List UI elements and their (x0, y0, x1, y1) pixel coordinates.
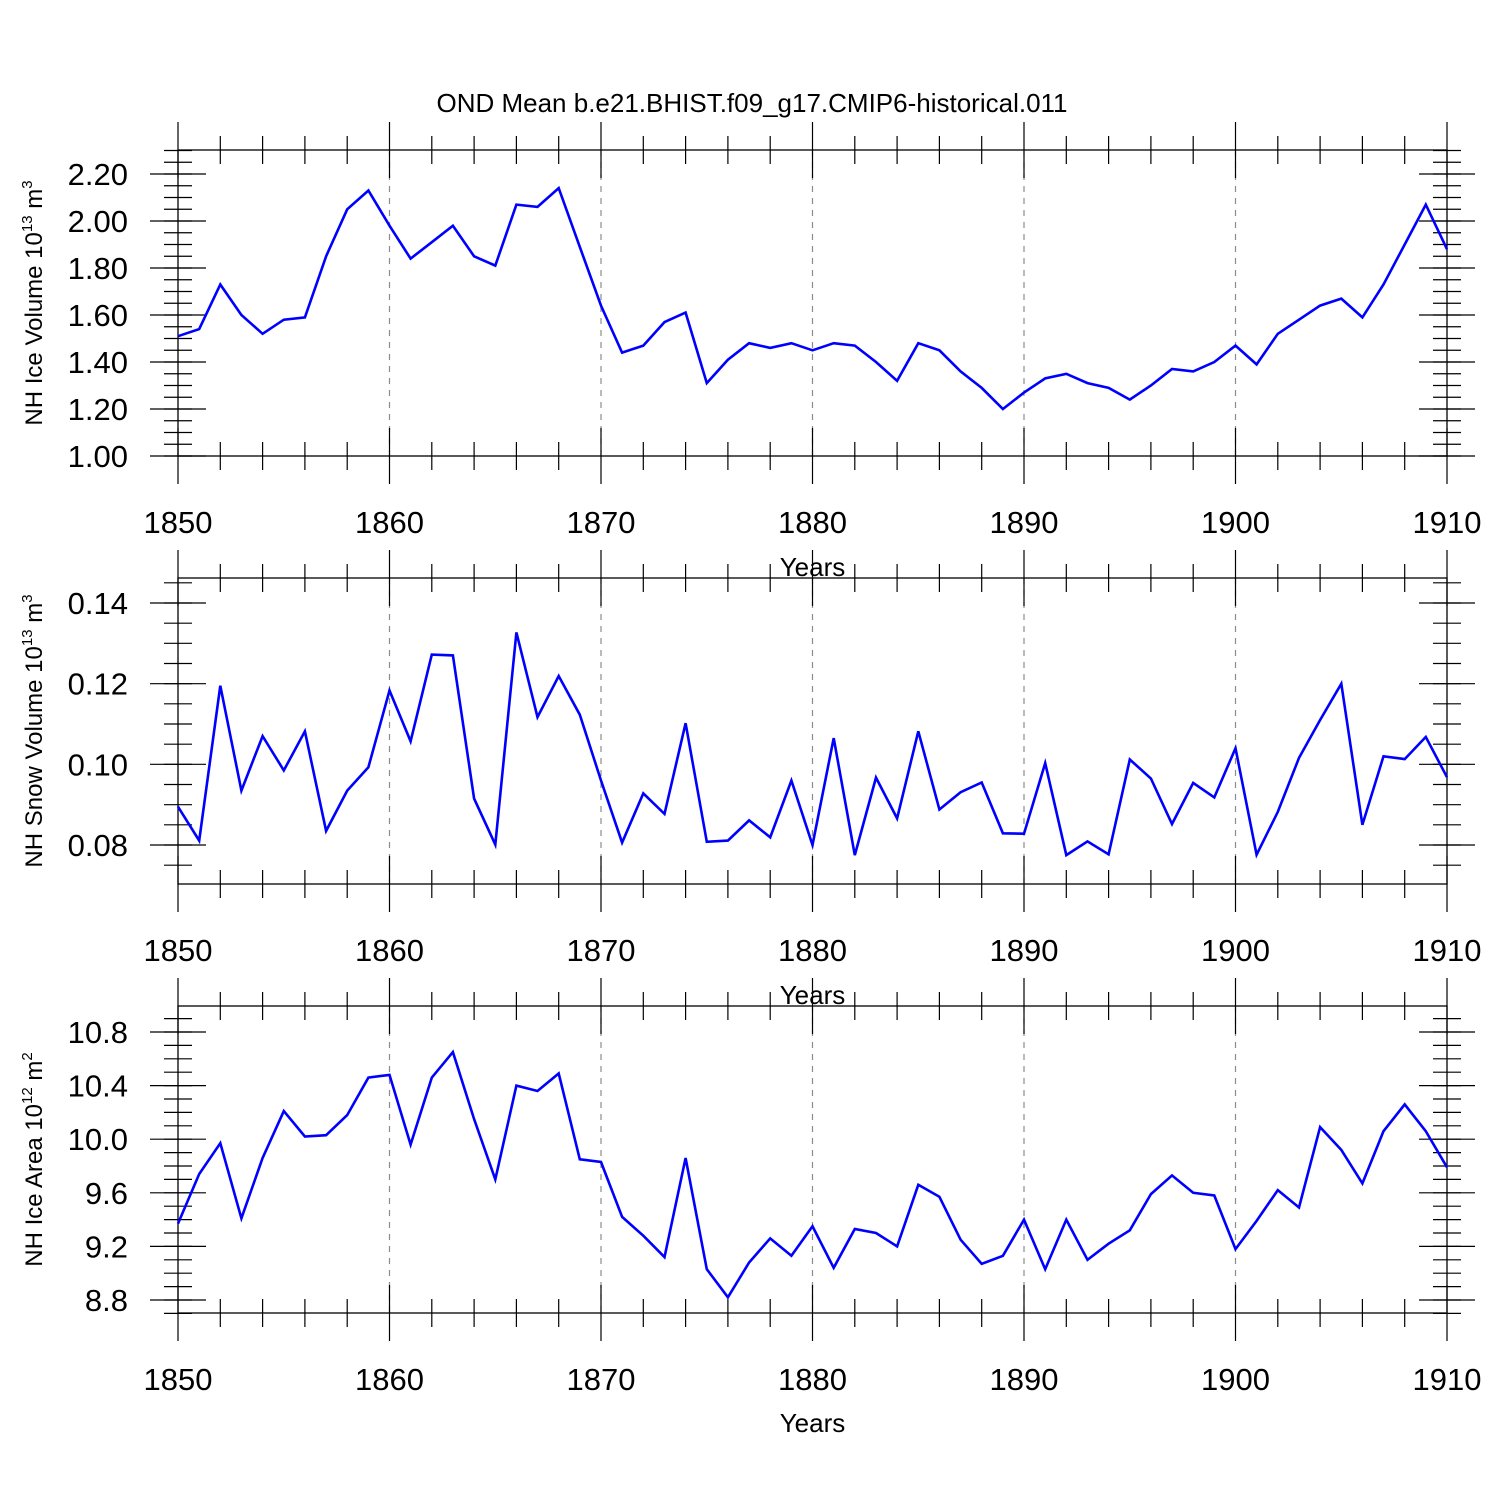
y-axis-label: NH Ice Volume 1013 m3 (19, 180, 48, 425)
x-tick-label: 1870 (567, 505, 636, 540)
y-label-main: NH Snow Volume 10 (21, 646, 48, 867)
series-line-snow-volume (176, 632, 1449, 859)
y-tick-label: 1.00 (68, 439, 128, 474)
x-tick-label: 1900 (1201, 505, 1270, 540)
x-tick-label: 1860 (355, 933, 424, 968)
series-line-ice-volume (177, 185, 1449, 411)
y-axis-label: NH Snow Volume 1013 m3 (19, 594, 48, 867)
y-tick-label: 0.10 (68, 747, 128, 782)
y-tick-label: 0.14 (68, 586, 128, 621)
y-tick-label: 1.60 (68, 298, 128, 333)
y-tick-label: 8.8 (85, 1283, 128, 1318)
x-tick-label: 1850 (144, 505, 213, 540)
y-axis-label: NH Ice Area 1012 m2 (19, 1052, 48, 1266)
x-tick-label: 1900 (1201, 1362, 1270, 1397)
y-tick-label: 9.6 (85, 1176, 128, 1211)
x-tick-label: 1910 (1413, 933, 1482, 968)
panel-ice-volume: 1.00 1.20 1.40 1.60 1.80 2.00 2.20 1850 1860 1870… (19, 122, 1481, 582)
y-label-exponent: 13 (19, 215, 36, 232)
series-line-ice-area (176, 1049, 1449, 1300)
y-label-unit: m (21, 189, 48, 216)
x-tick-label: 1910 (1413, 505, 1482, 540)
y-tick-label: 1.80 (68, 251, 128, 286)
x-tick-label: 1850 (144, 1362, 213, 1397)
y-label-exponent: 13 (19, 629, 36, 646)
x-tick-label: 1910 (1413, 1362, 1482, 1397)
x-tick-label: 1870 (567, 933, 636, 968)
x-tick-label: 1850 (144, 933, 213, 968)
y-tick-label: 1.20 (68, 392, 128, 427)
y-tick-label: 10.0 (68, 1122, 128, 1157)
y-label-main: NH Ice Volume 10 (21, 232, 48, 425)
plot-frame (177, 577, 1448, 885)
plot-frame (177, 1005, 1448, 1314)
y-tick-label: 9.2 (85, 1229, 128, 1264)
y-label-unit-exponent: 2 (19, 1052, 36, 1060)
y-label-unit: m (21, 603, 48, 630)
plot-frame (177, 149, 1448, 457)
x-tick-label: 1880 (778, 1362, 847, 1397)
x-tick-label: 1890 (990, 1362, 1059, 1397)
x-tick-label: 1860 (355, 505, 424, 540)
y-tick-label: 10.4 (68, 1069, 128, 1104)
y-label-main: NH Ice Area 10 (21, 1104, 48, 1267)
x-axis-label: Years (780, 1408, 846, 1438)
y-tick-label: 0.08 (68, 828, 128, 863)
x-tick-label: 1890 (990, 933, 1059, 968)
x-tick-label: 1870 (567, 1362, 636, 1397)
y-label-exponent: 12 (19, 1087, 36, 1104)
x-tick-label: 1890 (990, 505, 1059, 540)
y-tick-label: 2.00 (68, 204, 128, 239)
y-label-unit-exponent: 3 (19, 594, 36, 602)
y-tick-label: 0.12 (68, 667, 128, 702)
x-tick-label: 1880 (778, 505, 847, 540)
y-tick-label: 10.8 (68, 1015, 128, 1050)
chart-title: OND Mean b.e21.BHIST.f09_g17.CMIP6-histo… (436, 88, 1067, 118)
x-tick-label: 1880 (778, 933, 847, 968)
y-tick-label: 1.40 (68, 345, 128, 380)
panel-snow-volume: 0.08 0.10 0.12 0.14 1850 1860 1870 1880 1890 1900… (19, 550, 1481, 1010)
y-tick-label: 2.20 (68, 157, 128, 192)
x-tick-label: 1860 (355, 1362, 424, 1397)
y-label-unit: m (21, 1061, 48, 1088)
y-label-unit-exponent: 3 (19, 180, 36, 188)
panel-ice-area: 8.8 9.2 9.6 10.0 10.4 10.8 1850 1860 1870 1880 189… (19, 978, 1481, 1438)
x-tick-label: 1900 (1201, 933, 1270, 968)
